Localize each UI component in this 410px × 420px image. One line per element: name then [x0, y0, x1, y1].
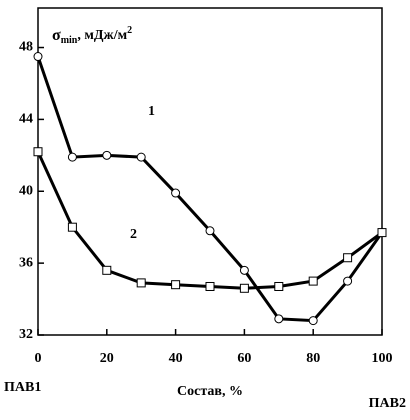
point: [274, 281, 284, 291]
point: [102, 150, 112, 160]
y-label-sup: 2: [127, 25, 132, 36]
y-tick-label: 32: [19, 327, 33, 342]
right-label: ПАВ2: [369, 396, 406, 411]
x-tick-label: 0: [35, 351, 42, 366]
series-line: [36, 56, 384, 323]
point: [136, 152, 146, 162]
y-tick-label: 48: [19, 40, 33, 55]
plot-frame: [37, 7, 383, 336]
x-tick-label: 20: [100, 351, 114, 366]
point: [205, 226, 215, 236]
point: [67, 152, 77, 162]
y-tick-label: 40: [19, 183, 33, 198]
left-label: ПАВ1: [4, 380, 41, 395]
point: [239, 265, 249, 275]
y-label-unit: , мДж/м: [77, 28, 127, 43]
point: [33, 147, 43, 157]
point: [377, 228, 387, 238]
x-tick-label: 60: [237, 351, 251, 366]
y-axis-label: σmin, мДж/м2: [52, 25, 132, 46]
series-label: 1: [148, 104, 155, 119]
point: [308, 276, 318, 286]
x-axis-label: Состав, %: [177, 384, 243, 399]
point: [343, 253, 353, 263]
series-label: 2: [130, 227, 137, 242]
point: [171, 188, 181, 198]
y-tick-label: 36: [19, 255, 33, 270]
x-tick-label: 100: [372, 351, 393, 366]
point: [102, 265, 112, 275]
point: [308, 316, 318, 326]
point: [33, 52, 43, 62]
x-tick-label: 80: [306, 351, 320, 366]
y-tick-label: 44: [19, 112, 33, 127]
y-label-sub: min: [61, 35, 78, 46]
point: [171, 280, 181, 290]
point: [239, 283, 249, 293]
x-tick-label: 40: [169, 351, 183, 366]
point: [343, 276, 353, 286]
y-label-symbol: σ: [52, 27, 61, 44]
point: [205, 281, 215, 291]
series-line: [36, 151, 383, 290]
point: [274, 314, 284, 324]
point: [136, 278, 146, 288]
point: [67, 222, 77, 232]
